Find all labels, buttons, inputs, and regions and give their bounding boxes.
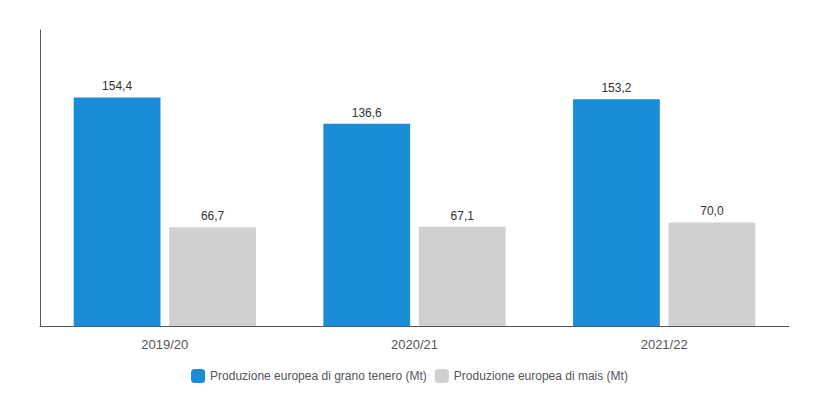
svg-text:153,2: 153,2 bbox=[601, 81, 631, 95]
svg-text:2019/20: 2019/20 bbox=[141, 337, 188, 352]
svg-text:Produzione europea di mais (Mt: Produzione europea di mais (Mt) bbox=[454, 369, 628, 383]
svg-text:136,6: 136,6 bbox=[352, 106, 382, 120]
svg-text:154,4: 154,4 bbox=[102, 79, 132, 93]
svg-text:2020/21: 2020/21 bbox=[391, 337, 438, 352]
svg-text:66,7: 66,7 bbox=[201, 209, 225, 223]
svg-text:70,0: 70,0 bbox=[700, 204, 724, 218]
svg-text:67,1: 67,1 bbox=[451, 209, 475, 223]
svg-text:2021/22: 2021/22 bbox=[641, 337, 688, 352]
svg-text:Produzione europea di grano te: Produzione europea di grano tenero (Mt) bbox=[210, 369, 427, 383]
